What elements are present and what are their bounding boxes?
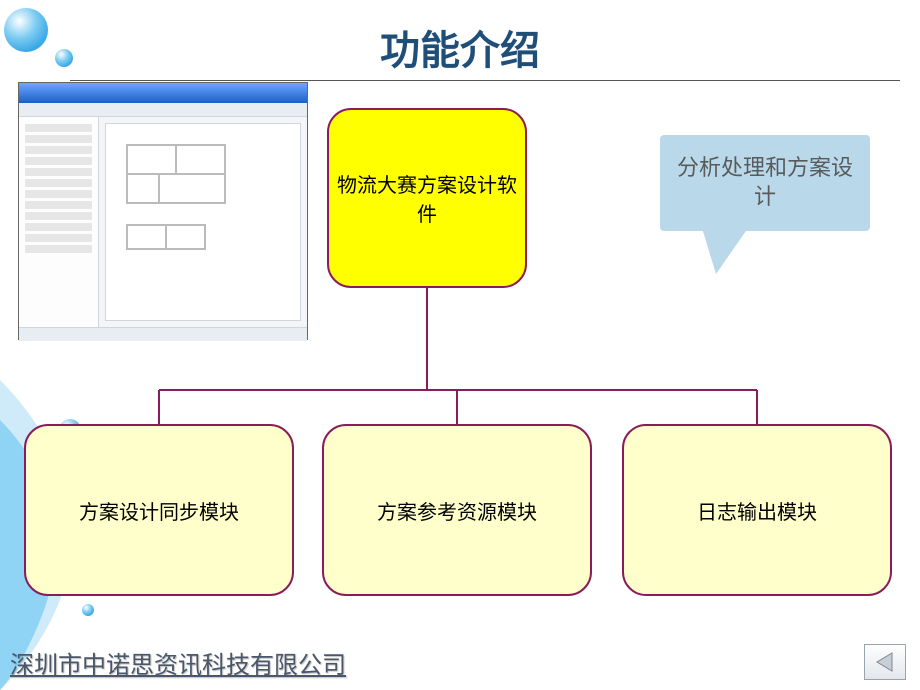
org-child-2: 方案参考资源模块: [322, 424, 592, 596]
embedded-screenshot: [18, 82, 308, 340]
back-button[interactable]: [864, 644, 906, 680]
org-child-1: 方案设计同步模块: [24, 424, 294, 596]
title-underline: [70, 80, 900, 81]
org-root-label: 物流大赛方案设计软件: [337, 169, 517, 227]
org-root: 物流大赛方案设计软件: [327, 108, 527, 288]
org-child-3: 日志输出模块: [622, 424, 892, 596]
footer-company-link[interactable]: 深圳市中诺思资讯科技有限公司: [10, 645, 346, 680]
triangle-left-icon: [874, 651, 896, 673]
callout-tail: [702, 228, 748, 274]
callout-bubble: 分析处理和方案设计: [660, 135, 870, 231]
org-child-3-label: 日志输出模块: [697, 496, 817, 525]
callout-text: 分析处理和方案设计: [676, 154, 854, 211]
org-child-2-label: 方案参考资源模块: [377, 496, 537, 525]
org-child-1-label: 方案设计同步模块: [79, 496, 239, 525]
page-title: 功能介绍: [0, 18, 920, 76]
